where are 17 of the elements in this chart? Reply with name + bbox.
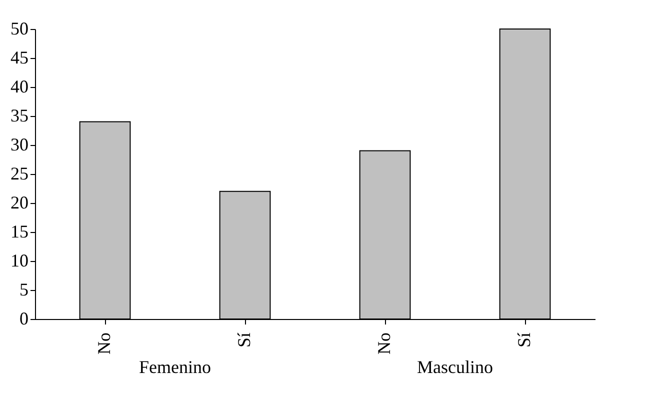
y-tick-label: 20 (10, 192, 28, 212)
y-tick-label: 25 (10, 164, 28, 184)
y-tick-label: 40 (10, 76, 28, 96)
y-tick-label: 50 (10, 18, 28, 38)
y-tick-label: 30 (10, 134, 28, 154)
text: Femenino (139, 357, 211, 377)
x-tick-label: No (374, 332, 394, 354)
y-tick-label: 10 (10, 250, 28, 270)
y-tick-label: 45 (10, 48, 28, 68)
x-tick-label: Sí (234, 332, 254, 348)
x-tick-label: Sí (514, 332, 534, 348)
x-tick-label: No (94, 332, 114, 354)
y-tick-label: 35 (10, 106, 28, 126)
y-tick-label: 5 (20, 280, 28, 300)
y-tick-label: 15 (10, 222, 28, 242)
text: Masculino (417, 357, 493, 377)
y-tick-label: 0 (20, 308, 28, 328)
